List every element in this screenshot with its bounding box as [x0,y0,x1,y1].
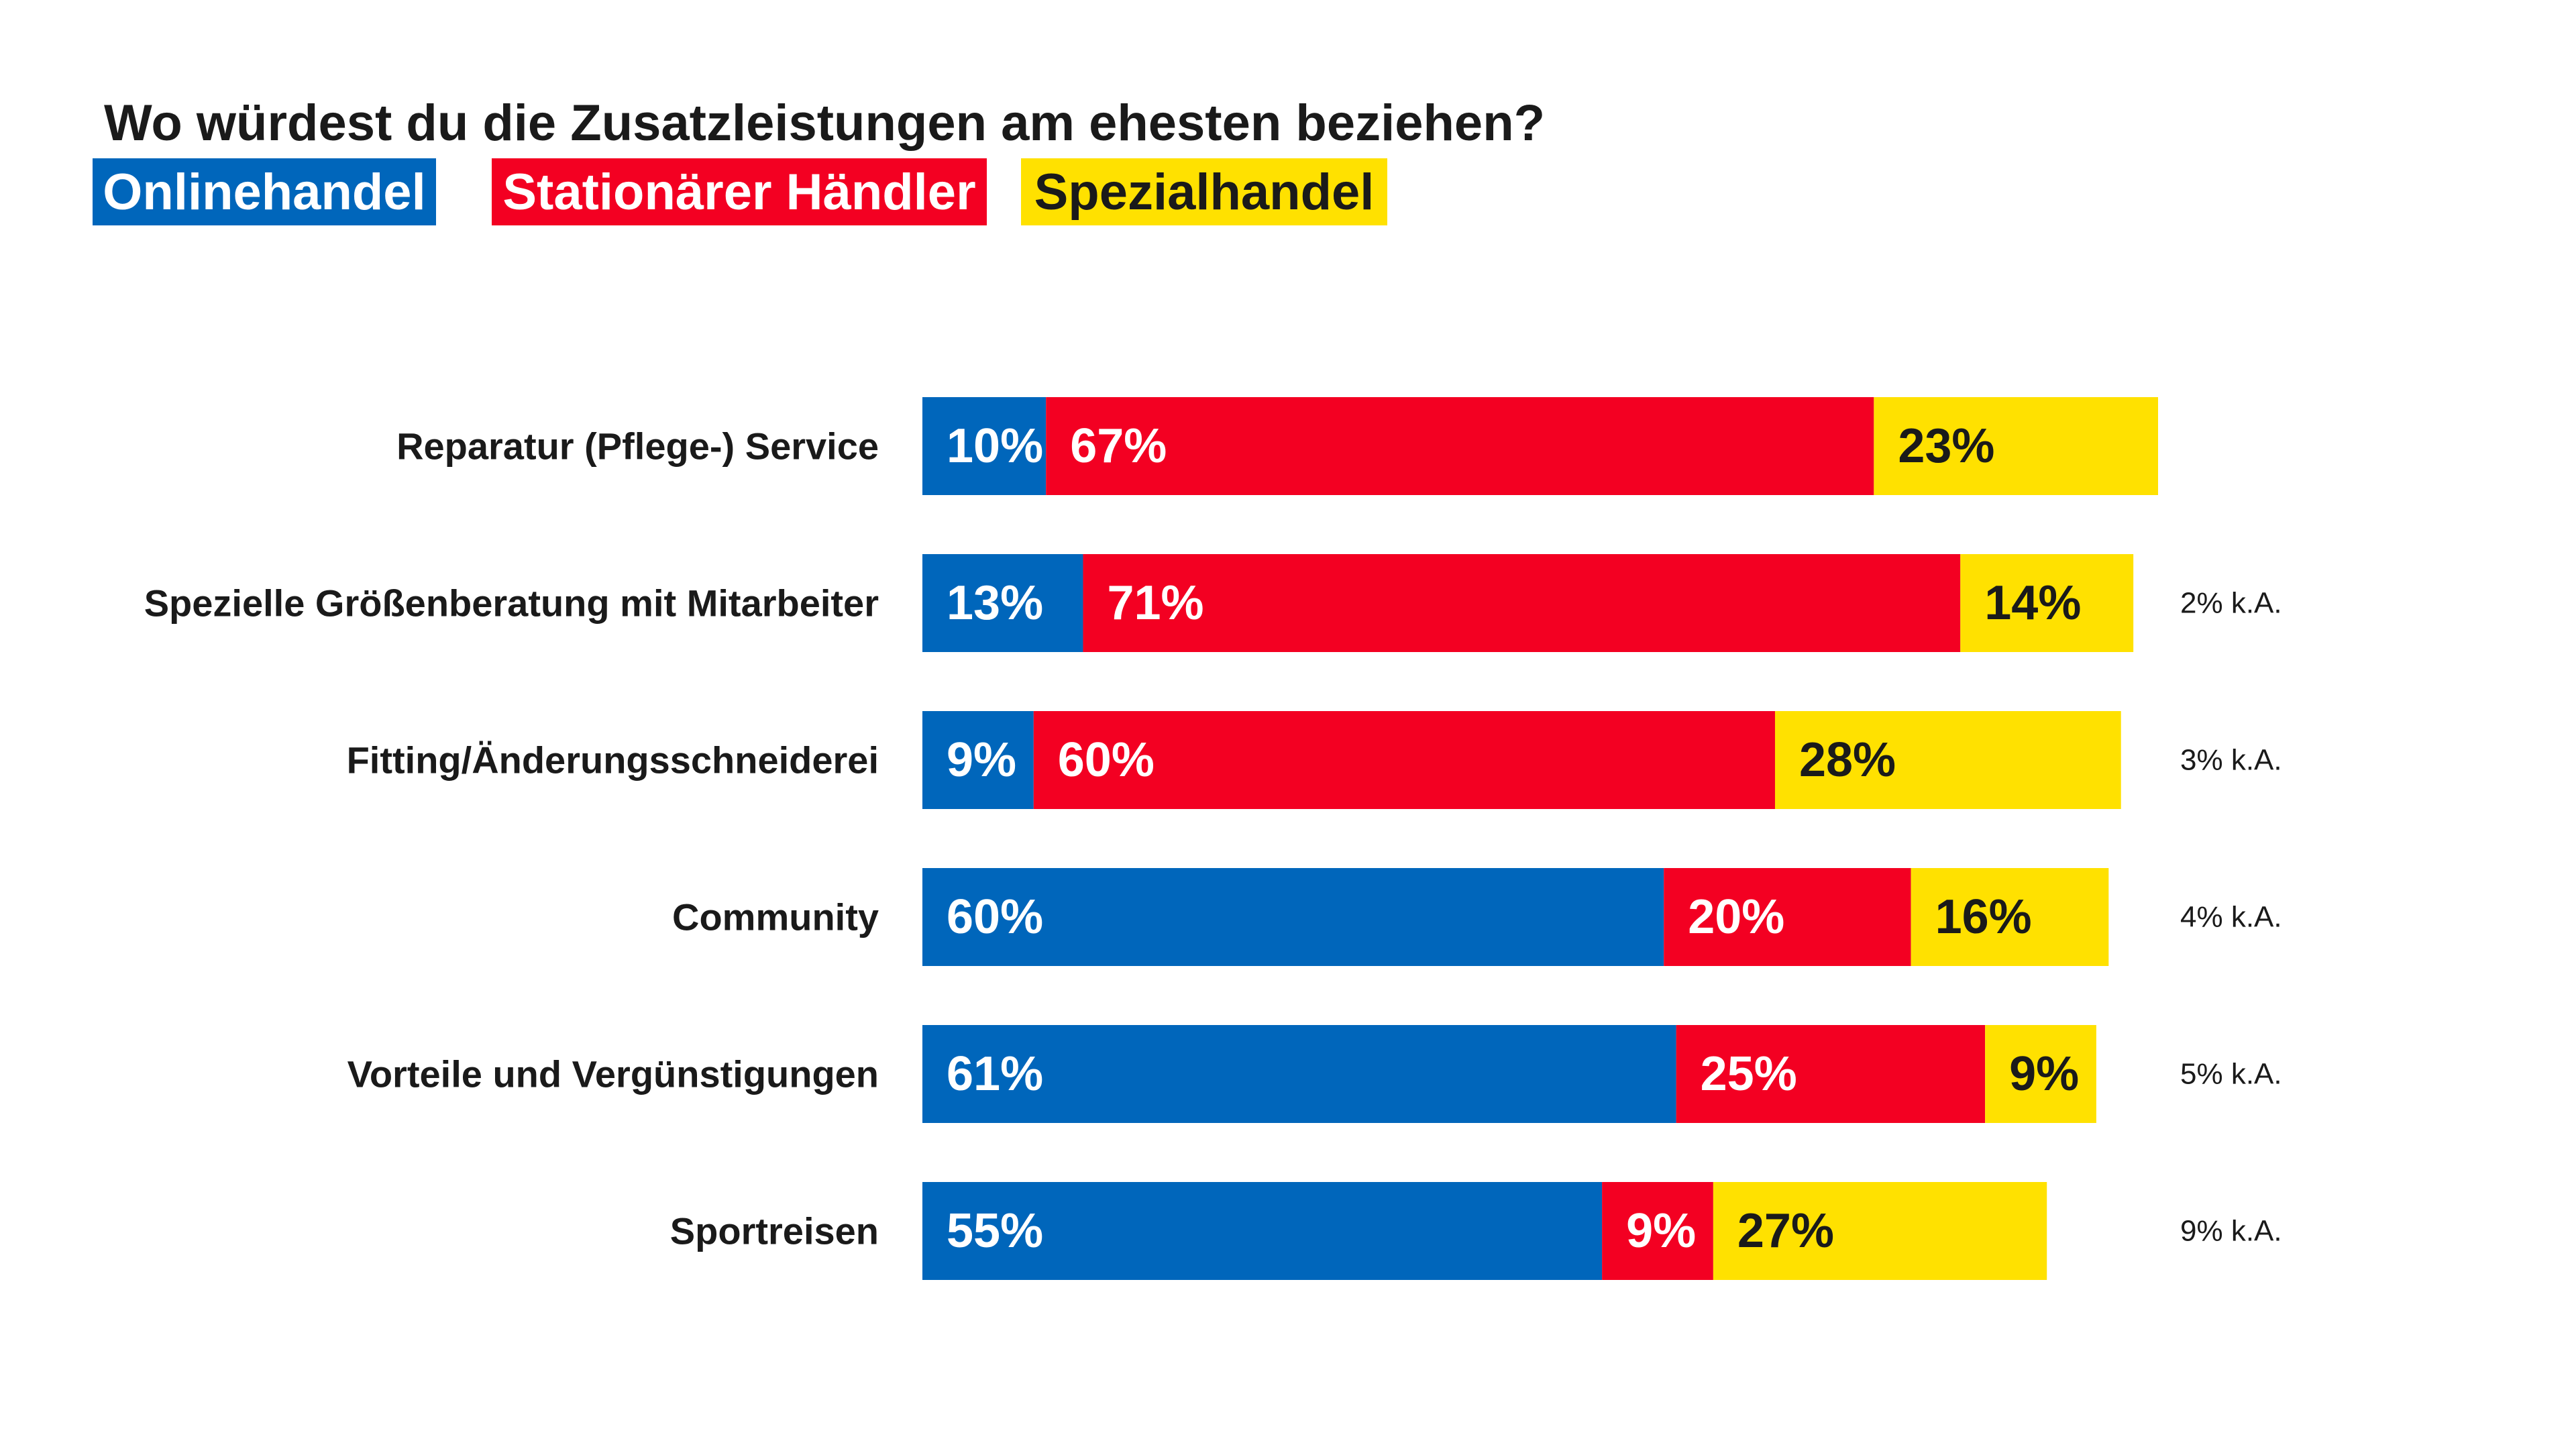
bar-segment-5-0 [922,1182,1603,1280]
data-label-1-2: 14% [1984,576,2081,630]
data-label-5-1: 9% [1626,1204,1696,1258]
legend-item-2: Spezialhandel [1021,158,1387,225]
bar-segment-0-2 [1874,397,2158,495]
bar-segment-3-2 [1911,868,2109,966]
data-label-1-0: 13% [947,576,1043,630]
data-label-3-1: 20% [1688,890,1784,944]
no-answer-label-3: 4% k.A. [2180,901,2282,934]
bar-segment-0-0 [922,397,1046,495]
data-label-2-0: 9% [947,733,1016,787]
data-label-4-2: 9% [2009,1047,2079,1101]
bar-segment-0-1 [1046,397,1874,495]
category-label-1: Spezielle Größenberatung mit Mitarbeiter [144,582,879,625]
data-label-0-1: 67% [1070,419,1167,473]
bar-segment-4-0 [922,1025,1676,1123]
data-label-2-1: 60% [1058,733,1155,787]
no-answer-label-2: 3% k.A. [2180,744,2282,777]
category-label-3: Community [672,896,879,938]
bar-segment-1-1 [1083,554,1961,652]
bar-segment-5-2 [1713,1182,2047,1280]
category-label-5: Sportreisen [670,1210,879,1252]
bar-segment-3-1 [1664,868,1911,966]
data-label-5-0: 55% [947,1204,1043,1258]
data-label-3-0: 60% [947,890,1043,944]
data-label-0-2: 23% [1898,419,1994,473]
category-label-0: Reparatur (Pflege-) Service [396,425,879,468]
bar-segment-1-2 [1960,554,2134,652]
data-label-4-0: 61% [947,1047,1043,1101]
no-answer-label-4: 5% k.A. [2180,1058,2282,1091]
bar-segment-2-0 [922,711,1034,809]
legend-item-1: Stationärer Händler [492,158,987,225]
bar-segment-2-2 [1774,711,2121,809]
no-answer-label-5: 9% k.A. [2180,1215,2282,1248]
data-label-2-2: 28% [1799,733,1896,787]
bar-segment-4-2 [1985,1025,2096,1123]
category-label-4: Vorteile und Vergünstigungen [347,1053,879,1095]
bar-segment-1-0 [922,554,1083,652]
chart-title: Wo würdest du die Zusatzleistungen am eh… [104,95,1546,152]
data-label-4-1: 25% [1701,1047,1797,1101]
bar-segment-5-1 [1602,1182,1713,1280]
data-label-5-2: 27% [1737,1204,1834,1258]
category-label-2: Fitting/Änderungsschneiderei [347,739,879,782]
no-answer-label-1: 2% k.A. [2180,587,2282,620]
bar-segment-3-0 [922,868,1664,966]
bar-segment-2-1 [1033,711,1775,809]
bar-segment-4-1 [1676,1025,1986,1123]
data-label-1-1: 71% [1107,576,1203,630]
legend-item-0: Onlinehandel [93,158,436,225]
data-label-0-0: 10% [947,419,1043,473]
data-label-3-2: 16% [1935,890,2032,944]
